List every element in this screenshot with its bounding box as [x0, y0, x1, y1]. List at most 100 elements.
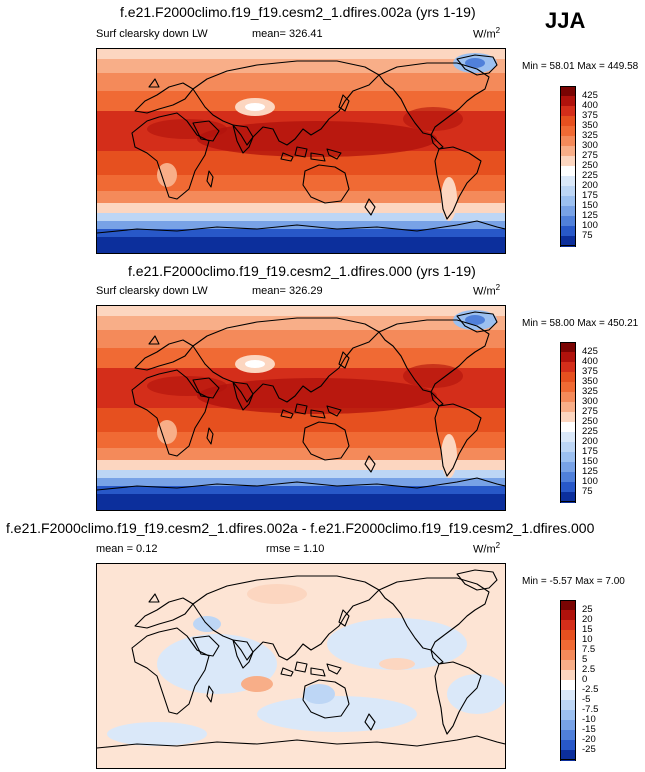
colorbar-tick-label: 0	[582, 674, 588, 685]
colorbar-swatch	[560, 610, 576, 621]
panel1-variable-label: Surf clearsky down LW	[96, 28, 208, 40]
colorbar-tick-label: -7.5	[582, 704, 599, 715]
colorbar-tick-label: 225	[582, 426, 598, 437]
colorbar-swatch	[560, 352, 576, 363]
colorbar-tick-label: 2.5	[582, 664, 596, 675]
colorbar-tick-label: 125	[582, 210, 598, 221]
colorbar-tick-label: 75	[582, 486, 593, 497]
colorbar-swatch	[560, 106, 576, 117]
colorbar-tick-label: 150	[582, 200, 598, 211]
colorbar-swatch	[560, 422, 576, 433]
panel1-minmax: Min = 58.01 Max = 449.58	[522, 61, 639, 72]
colorbar-swatch	[560, 402, 576, 413]
colorbar-tick-label: -10	[582, 714, 596, 725]
colorbar-tick-label: 100	[582, 476, 598, 487]
panel3-units: W/m2	[473, 541, 501, 556]
colorbar-tick-label: 175	[582, 446, 598, 457]
colorbar-swatch	[560, 186, 576, 197]
colorbar-swatch	[560, 492, 576, 503]
colorbar-tick-label: -20	[582, 734, 596, 745]
colorbar-tick-label: 200	[582, 436, 598, 447]
colorbar-tick-label: 325	[582, 386, 598, 397]
colorbar-tick-label: 250	[582, 416, 598, 427]
colorbar-swatch	[560, 342, 576, 353]
panel3-title: f.e21.F2000climo.f19_f19.cesm2_1.dfires.…	[6, 520, 595, 536]
panel1-title: f.e21.F2000climo.f19_f19.cesm2_1.dfires.…	[120, 4, 476, 20]
colorbar-tick-label: 20	[582, 614, 593, 625]
panel3-mean-label: mean = 0.12	[96, 543, 158, 555]
panel2-variable-label: Surf clearsky down LW	[96, 285, 208, 297]
panel2-minmax: Min = 58.00 Max = 450.21	[522, 318, 639, 329]
colorbar-tick-label: 325	[582, 130, 598, 141]
colorbar-tick-label: 75	[582, 230, 593, 241]
panel3-colorbar: 25 20 15 10 7.5 5 2.5 0 -2.5 -5 -7.5 -10 -15 -20 -25	[560, 600, 620, 761]
colorbar-swatch	[560, 136, 576, 147]
panel2-title: f.e21.F2000climo.f19_f19.cesm2_1.dfires.…	[128, 263, 476, 279]
colorbar-swatch	[560, 146, 576, 157]
colorbar-tick-label: 300	[582, 396, 598, 407]
colorbar-swatch	[560, 680, 576, 691]
colorbar-swatch	[560, 462, 576, 473]
panel2-field	[97, 306, 505, 510]
colorbar-tick-label: 150	[582, 456, 598, 467]
colorbar-swatch	[560, 452, 576, 463]
colorbar-tick-label: 7.5	[582, 644, 596, 655]
panel3-field	[97, 564, 505, 768]
colorbar-tick-label: 125	[582, 466, 598, 477]
colorbar-tick-label: 200	[582, 180, 598, 191]
colorbar-tick-label: 100	[582, 220, 598, 231]
colorbar-swatch	[560, 650, 576, 661]
colorbar-swatch	[560, 412, 576, 423]
colorbar-swatch	[560, 600, 576, 611]
colorbar-swatch	[560, 640, 576, 651]
panel3-rmse-label: rmse = 1.10	[266, 543, 325, 555]
colorbar-swatch	[560, 620, 576, 631]
panel1-map	[96, 48, 506, 254]
panel1-colorbar: 425 400 375 350 325 300 275 250 225 200 175 150 125 1…	[560, 86, 620, 247]
colorbar-swatch	[560, 216, 576, 227]
colorbar-swatch	[560, 166, 576, 177]
colorbar-tick-label: 175	[582, 190, 598, 201]
colorbar-swatch	[560, 196, 576, 207]
colorbar-swatch	[560, 362, 576, 373]
colorbar-tick-label: 425	[582, 346, 598, 357]
panel1-units: W/m2	[473, 26, 501, 41]
colorbar-swatch	[560, 482, 576, 493]
panel1-field	[97, 49, 505, 253]
colorbar-swatch	[560, 730, 576, 741]
panel2-colorbar: 425 400 375 350 325 300 275 250 225 200 175 150 125 1…	[560, 342, 620, 503]
season-label: JJA	[545, 8, 586, 33]
colorbar-tick-label: 25	[582, 604, 593, 615]
colorbar-tick-label: -5	[582, 694, 591, 705]
colorbar-swatch	[560, 710, 576, 721]
colorbar-swatch	[560, 660, 576, 671]
colorbar-swatch	[560, 700, 576, 711]
panel2-mean-label: mean= 326.29	[252, 285, 323, 297]
colorbar-tick-label: 400	[582, 356, 598, 367]
colorbar-tick-label: 10	[582, 634, 593, 645]
colorbar-swatch	[560, 206, 576, 217]
colorbar-tick-label: 350	[582, 120, 598, 131]
colorbar-swatch	[560, 126, 576, 137]
colorbar-swatch	[560, 226, 576, 237]
panel3-map	[96, 563, 506, 769]
colorbar-swatch	[560, 392, 576, 403]
colorbar-tick-label: 375	[582, 366, 598, 377]
colorbar-swatch	[560, 372, 576, 383]
colorbar-tick-label: 15	[582, 624, 593, 635]
colorbar-swatch	[560, 720, 576, 731]
colorbar-swatch	[560, 156, 576, 167]
colorbar-tick-label: 400	[582, 100, 598, 111]
panel2-map	[96, 305, 506, 511]
panel2-units: W/m2	[473, 283, 501, 298]
colorbar-tick-label: 250	[582, 160, 598, 171]
colorbar-tick-label: 225	[582, 170, 598, 181]
colorbar-swatch	[560, 236, 576, 247]
colorbar-swatch	[560, 176, 576, 187]
colorbar-tick-label: -25	[582, 744, 596, 755]
colorbar-swatch	[560, 116, 576, 127]
colorbar-tick-label: 350	[582, 376, 598, 387]
colorbar-tick-label: 5	[582, 654, 588, 665]
colorbar-swatch	[560, 96, 576, 107]
panel1-mean-label: mean= 326.41	[252, 28, 323, 40]
